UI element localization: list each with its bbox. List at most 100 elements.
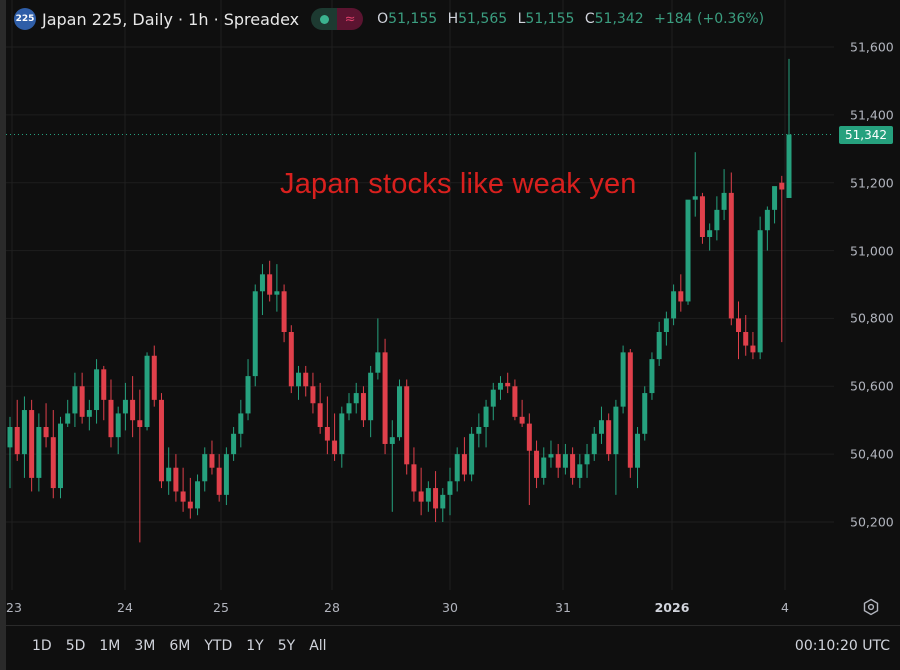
candle-body [483, 406, 489, 427]
candle-body [671, 291, 677, 319]
candle-body [476, 427, 482, 434]
candle-body [577, 464, 583, 478]
candle-body [786, 134, 792, 198]
candle-body [115, 413, 121, 438]
close-value: 51,342 [594, 11, 644, 27]
candle-body [772, 186, 778, 210]
low-label: L [517, 11, 526, 27]
candle-body [166, 467, 172, 482]
range-button-all[interactable]: All [309, 638, 327, 654]
candle-body [223, 454, 229, 495]
candle-body [101, 369, 107, 400]
price-axis-label: 51,400 [850, 107, 894, 123]
symbol-title[interactable]: Japan 225, Daily · 1h · Spreadex [42, 9, 300, 29]
candle-body [627, 352, 633, 468]
candle-body [620, 352, 626, 407]
candle-body [699, 196, 705, 237]
candle-body [635, 433, 641, 468]
candle-body [397, 386, 402, 438]
candle-body [404, 386, 410, 465]
candle-body [613, 406, 619, 455]
candle-body [173, 467, 179, 492]
candle-body [202, 454, 208, 482]
candle-body [382, 352, 388, 444]
change-value: +184 (+0.36%) [654, 11, 765, 27]
candle-body [418, 491, 424, 502]
candle-body [43, 427, 49, 438]
candle-body [72, 386, 78, 414]
candle-body [296, 372, 302, 387]
market-status-pill[interactable]: ≈ [311, 8, 364, 30]
candle-body [692, 196, 698, 200]
candle-body [216, 467, 222, 495]
range-button-1m[interactable]: 1M [99, 638, 121, 654]
price-axis-label: 51,000 [850, 243, 894, 259]
candle-body [707, 230, 713, 237]
candle-body [678, 291, 684, 302]
candle-body [7, 427, 13, 448]
candle-body [584, 454, 590, 465]
candle-body [360, 393, 366, 421]
range-button-1d[interactable]: 1D [32, 638, 52, 654]
candle-body [490, 389, 496, 407]
range-button-5d[interactable]: 5D [65, 638, 86, 654]
symbol-badge[interactable]: 225 [14, 8, 36, 30]
time-axis-label: 31 [555, 600, 571, 615]
range-button-6m[interactable]: 6M [169, 638, 191, 654]
chart-annotation[interactable]: Japan stocks like weak yen [280, 168, 637, 200]
close-label: C [584, 11, 595, 27]
candle-body [259, 274, 265, 292]
time-axis-label: 24 [117, 600, 133, 615]
candle-body [411, 464, 417, 492]
candle-body [497, 382, 503, 390]
candle-body [86, 410, 92, 417]
candle-body [606, 420, 612, 455]
price-axis-label: 50,400 [850, 446, 894, 462]
market-open-indicator [311, 8, 338, 30]
last-price-tag: 51,342 [839, 125, 893, 144]
candle-body [231, 433, 237, 455]
candle-body [685, 199, 691, 302]
candle-body [541, 457, 547, 478]
candle-body [346, 403, 352, 414]
candle-body [238, 413, 244, 434]
price-chart[interactable] [6, 0, 834, 590]
candle-body [65, 413, 71, 424]
price-axis[interactable]: 51,342 50,200 50,400 50,600 50,800 51,000 51,… [834, 0, 900, 590]
candle-body [570, 454, 576, 478]
range-selector: 1D 5D 1M 3M 6M YTD 1Y 5Y All [25, 638, 334, 654]
candle-body [332, 440, 338, 455]
candle-body [245, 376, 251, 414]
candle-body [288, 332, 294, 387]
candle-body [21, 410, 27, 455]
candle-body [750, 345, 756, 353]
candle-body [137, 420, 143, 427]
candle-body [440, 494, 446, 509]
candle-body [591, 433, 597, 455]
green-dot-icon [319, 14, 329, 24]
range-button-3m[interactable]: 3M [134, 638, 156, 654]
low-value: 51,155 [525, 11, 575, 27]
chart-legend-header: 225 Japan 225, Daily · 1h · Spreadex ≈ O… [14, 6, 770, 32]
candle-body [122, 399, 128, 414]
candle-body [310, 386, 316, 404]
high-label: H [447, 11, 459, 27]
candle-body [389, 437, 395, 444]
candle-body [598, 420, 604, 434]
candle-body [252, 291, 258, 377]
candle-body [130, 399, 136, 421]
candle-body [743, 332, 749, 346]
axis-settings-icon[interactable] [862, 598, 880, 616]
time-axis-label: 23 [6, 600, 22, 615]
utc-clock[interactable]: 00:10:20 UTC [794, 638, 890, 654]
candle-body [324, 427, 330, 441]
candle-body [555, 454, 561, 468]
range-button-5y[interactable]: 5Y [277, 638, 296, 654]
candle-body [303, 372, 309, 387]
price-axis-label: 50,800 [850, 310, 894, 326]
range-button-ytd[interactable]: YTD [204, 638, 233, 654]
candle-body [79, 386, 85, 417]
range-button-1y[interactable]: 1Y [246, 638, 264, 654]
high-value: 51,565 [458, 11, 508, 27]
candle-body [267, 274, 273, 295]
